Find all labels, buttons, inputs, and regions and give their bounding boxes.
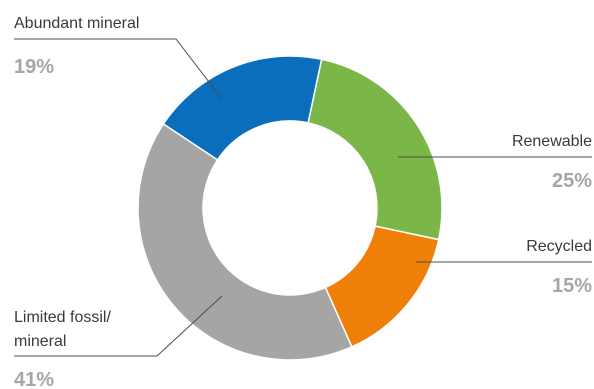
value-renewable: 25% xyxy=(552,170,592,192)
label-recycled: Recycled xyxy=(526,238,592,255)
leader-line-limited-fossil xyxy=(14,295,223,357)
leader-line-abundant-mineral xyxy=(14,38,223,100)
label-limited-fossil-line2: mineral xyxy=(14,333,66,350)
slice-limited-fossil xyxy=(137,122,353,361)
donut-slices xyxy=(137,55,443,361)
label-abundant-mineral: Abundant mineral xyxy=(14,15,139,32)
value-abundant-mineral: 19% xyxy=(14,56,54,78)
label-renewable: Renewable xyxy=(512,133,592,150)
label-limited-fossil-line1: Limited fossil/ xyxy=(14,309,111,326)
value-recycled: 15% xyxy=(552,275,592,297)
value-limited-fossil: 41% xyxy=(14,369,54,389)
slice-renewable xyxy=(307,58,443,241)
slice-abundant-mineral xyxy=(162,55,323,161)
